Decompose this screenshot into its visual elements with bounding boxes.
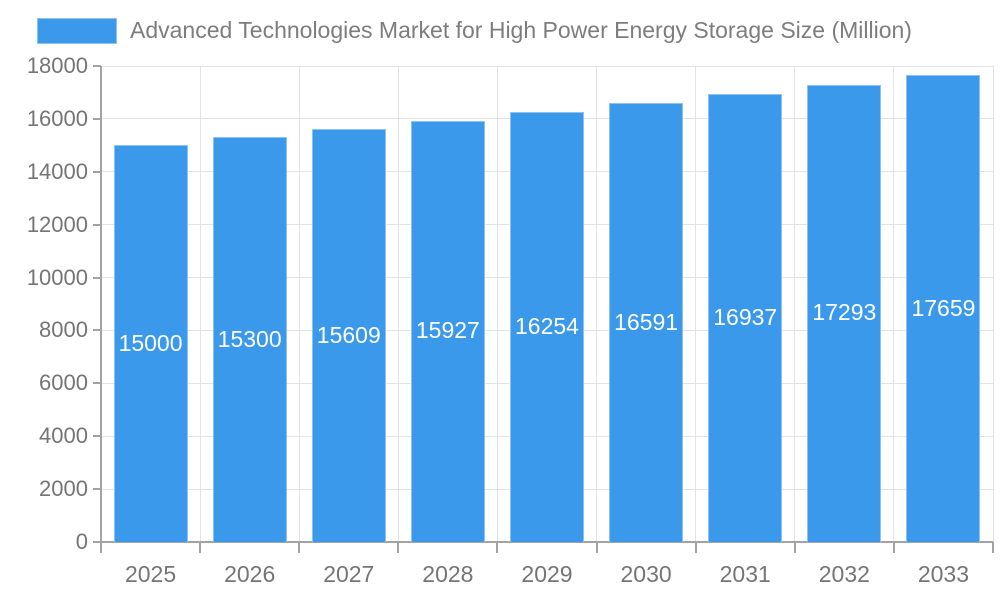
bar-2030 <box>609 103 684 542</box>
y-tick-mark <box>93 276 101 279</box>
x-axis-tick-label: 2032 <box>818 561 870 587</box>
bar-value-label: 15000 <box>118 329 183 356</box>
y-axis-tick-label: 14000 <box>26 158 88 184</box>
y-gridline <box>101 65 993 67</box>
y-tick-mark <box>93 223 101 226</box>
bar-2028 <box>410 120 485 542</box>
bar-2031 <box>708 94 783 542</box>
x-tick-mark <box>992 542 994 553</box>
x-axis-tick-label: 2033 <box>917 561 970 587</box>
bar-value-label: 15300 <box>217 325 282 352</box>
x-tick-mark <box>892 542 895 553</box>
y-tick-mark <box>93 329 101 332</box>
bar-2032 <box>807 84 882 542</box>
x-gridline <box>695 66 697 542</box>
x-gridline <box>992 66 994 542</box>
x-gridline <box>298 66 300 542</box>
y-tick-mark <box>93 170 101 173</box>
bar-value-label: 15927 <box>415 317 480 344</box>
x-tick-mark <box>397 542 400 553</box>
y-axis-tick-label: 8000 <box>39 317 88 343</box>
y-axis-tick-label: 18000 <box>26 53 88 78</box>
y-tick-mark <box>93 435 101 438</box>
bar-value-label: 16254 <box>515 313 579 340</box>
y-axis-tick-label: 6000 <box>39 370 88 396</box>
y-tick-mark <box>93 488 101 491</box>
y-tick-mark <box>93 382 101 385</box>
bar-2033 <box>906 75 981 542</box>
x-gridline <box>496 66 498 542</box>
chart-title: Advanced Technologies Market for High Po… <box>130 17 912 43</box>
y-axis-line <box>100 66 102 553</box>
x-axis-tick-label: 2025 <box>124 561 177 587</box>
x-gridline <box>397 66 399 542</box>
y-axis-tick-label: 2000 <box>39 476 88 502</box>
y-axis-tick-label: 16000 <box>26 105 88 131</box>
x-axis-tick-label: 2030 <box>620 561 672 587</box>
legend-swatch <box>37 17 117 44</box>
bar-value-label: 17293 <box>812 299 877 326</box>
x-tick-mark <box>595 542 598 553</box>
bar-value-label: 17659 <box>911 294 976 321</box>
bar-2029 <box>510 112 584 542</box>
x-tick-mark <box>496 542 499 553</box>
x-gridline <box>199 66 201 542</box>
y-tick-mark <box>93 65 101 67</box>
y-axis-tick-label: 0 <box>75 529 88 554</box>
bar-value-label: 15609 <box>316 321 381 348</box>
y-axis-tick-label: 10000 <box>26 264 88 290</box>
x-tick-mark <box>694 542 697 553</box>
y-axis-tick-label: 12000 <box>26 211 88 237</box>
x-axis-tick-label: 2026 <box>224 561 276 587</box>
x-gridline <box>893 66 895 542</box>
x-gridline <box>596 66 598 542</box>
x-axis-tick-label: 2029 <box>521 561 573 587</box>
y-tick-mark <box>93 117 101 120</box>
bar-value-label: 16591 <box>614 308 679 335</box>
x-axis-tick-label: 2031 <box>719 561 771 587</box>
legend: Advanced Technologies Market for High Po… <box>37 17 912 44</box>
y-axis-tick-label: 4000 <box>39 423 88 449</box>
bar-2027 <box>311 129 386 542</box>
x-tick-mark <box>199 542 202 553</box>
x-axis-line <box>93 541 993 543</box>
x-gridline <box>794 66 796 542</box>
x-axis-tick-label: 2027 <box>323 561 375 587</box>
x-axis-tick-label: 2028 <box>422 561 474 587</box>
bar-2026 <box>212 137 287 542</box>
bar-value-label: 16937 <box>713 304 778 331</box>
x-tick-mark <box>298 542 301 553</box>
bar-2025 <box>113 145 188 542</box>
x-tick-mark <box>793 542 796 553</box>
